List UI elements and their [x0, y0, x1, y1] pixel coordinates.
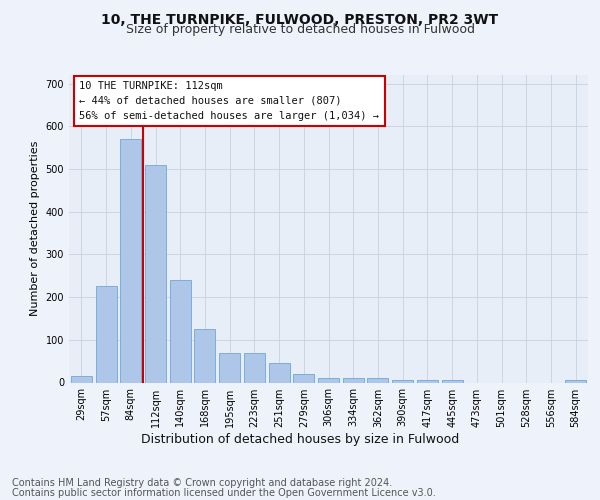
Y-axis label: Number of detached properties: Number of detached properties: [30, 141, 40, 316]
Bar: [170, 280, 191, 382]
Text: Distribution of detached houses by size in Fulwood: Distribution of detached houses by size …: [141, 432, 459, 446]
Text: 10 THE TURNPIKE: 112sqm
← 44% of detached houses are smaller (807)
56% of semi-d: 10 THE TURNPIKE: 112sqm ← 44% of detache…: [79, 81, 379, 120]
Text: Size of property relative to detached houses in Fulwood: Size of property relative to detached ho…: [125, 22, 475, 36]
Bar: [367, 378, 388, 382]
Bar: [219, 352, 240, 382]
Bar: [269, 364, 290, 382]
Bar: [343, 378, 364, 382]
Bar: [442, 380, 463, 382]
Text: 10, THE TURNPIKE, FULWOOD, PRESTON, PR2 3WT: 10, THE TURNPIKE, FULWOOD, PRESTON, PR2 …: [101, 12, 499, 26]
Bar: [194, 329, 215, 382]
Bar: [145, 164, 166, 382]
Bar: [71, 376, 92, 382]
Bar: [95, 286, 116, 382]
Bar: [120, 139, 141, 382]
Bar: [417, 380, 438, 382]
Bar: [392, 380, 413, 382]
Bar: [318, 378, 339, 382]
Bar: [565, 380, 586, 382]
Text: Contains public sector information licensed under the Open Government Licence v3: Contains public sector information licen…: [12, 488, 436, 498]
Bar: [293, 374, 314, 382]
Bar: [244, 352, 265, 382]
Text: Contains HM Land Registry data © Crown copyright and database right 2024.: Contains HM Land Registry data © Crown c…: [12, 478, 392, 488]
